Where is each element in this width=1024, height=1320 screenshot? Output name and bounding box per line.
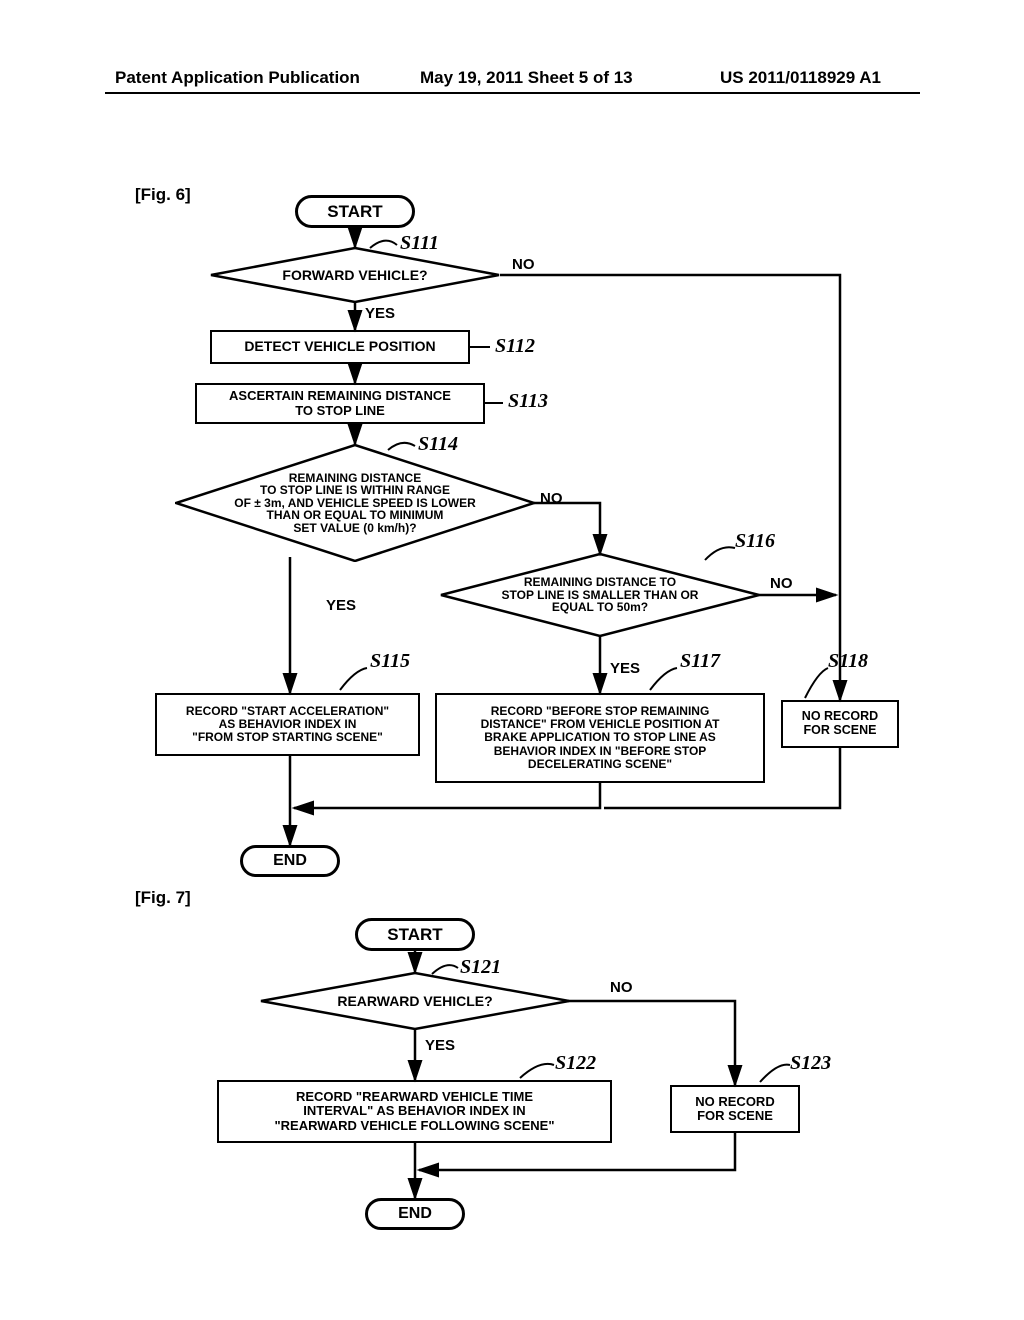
fig6-s111-ref: S111 xyxy=(400,232,439,255)
fig6-s112: DETECT VEHICLE POSITION xyxy=(210,330,470,364)
fig7-label: [Fig. 7] xyxy=(135,888,191,908)
fig7-s123: NO RECORD FOR SCENE xyxy=(670,1085,800,1133)
header-left: Patent Application Publication xyxy=(115,68,360,88)
fig6-s112-ref: S112 xyxy=(495,335,535,358)
fig6-start: START xyxy=(295,195,415,228)
fig6-s114-decision: REMAINING DISTANCE TO STOP LINE IS WITHI… xyxy=(175,444,535,562)
fig6-s111-decision: FORWARD VEHICLE? xyxy=(210,247,500,303)
fig7-s121-no: NO xyxy=(610,979,633,996)
fig7-s121-yes: YES xyxy=(425,1037,455,1054)
fig6-s111-yes: YES xyxy=(365,305,395,322)
fig7-s122-ref: S122 xyxy=(555,1052,596,1075)
header-right: US 2011/0118929 A1 xyxy=(720,68,881,88)
fig6-s114-text: REMAINING DISTANCE TO STOP LINE IS WITHI… xyxy=(175,444,535,562)
fig6-s116-text: REMAINING DISTANCE TO STOP LINE IS SMALL… xyxy=(440,553,760,637)
fig6-s111-no: NO xyxy=(512,256,535,273)
fig6-s113-ref: S113 xyxy=(508,390,548,413)
fig6-s113: ASCERTAIN REMAINING DISTANCE TO STOP LIN… xyxy=(195,383,485,424)
fig6-s116-ref: S116 xyxy=(735,530,775,553)
fig7-s121-decision: REARWARD VEHICLE? xyxy=(260,972,570,1030)
fig6-s116-decision: REMAINING DISTANCE TO STOP LINE IS SMALL… xyxy=(440,553,760,637)
fig7-s121-ref: S121 xyxy=(460,956,501,979)
fig6-s117-ref: S117 xyxy=(680,650,720,673)
page: Patent Application Publication May 19, 2… xyxy=(0,0,1024,1320)
fig6-s117: RECORD "BEFORE STOP REMAINING DISTANCE" … xyxy=(435,693,765,783)
fig6-s114-yes: YES xyxy=(326,597,356,614)
fig6-s116-yes: YES xyxy=(610,660,640,677)
fig6-s114-ref: S114 xyxy=(418,433,458,456)
fig6-s115-ref: S115 xyxy=(370,650,410,673)
fig6-end: END xyxy=(240,845,340,877)
fig6-s118-ref: S118 xyxy=(828,650,868,673)
fig7-start: START xyxy=(355,918,475,951)
fig7-s122: RECORD "REARWARD VEHICLE TIME INTERVAL" … xyxy=(217,1080,612,1143)
fig6-s118: NO RECORD FOR SCENE xyxy=(781,700,899,748)
fig6-s111-text: FORWARD VEHICLE? xyxy=(210,247,500,303)
fig7-s123-ref: S123 xyxy=(790,1052,831,1075)
fig6-s115: RECORD "START ACCELERATION" AS BEHAVIOR … xyxy=(155,693,420,756)
header-rule xyxy=(105,92,920,94)
fig6-s116-no: NO xyxy=(770,575,793,592)
fig7-end: END xyxy=(365,1198,465,1230)
fig6-label: [Fig. 6] xyxy=(135,185,191,205)
fig6-s114-no: NO xyxy=(540,490,563,507)
fig7-s121-text: REARWARD VEHICLE? xyxy=(260,972,570,1030)
header-mid: May 19, 2011 Sheet 5 of 13 xyxy=(420,68,633,88)
